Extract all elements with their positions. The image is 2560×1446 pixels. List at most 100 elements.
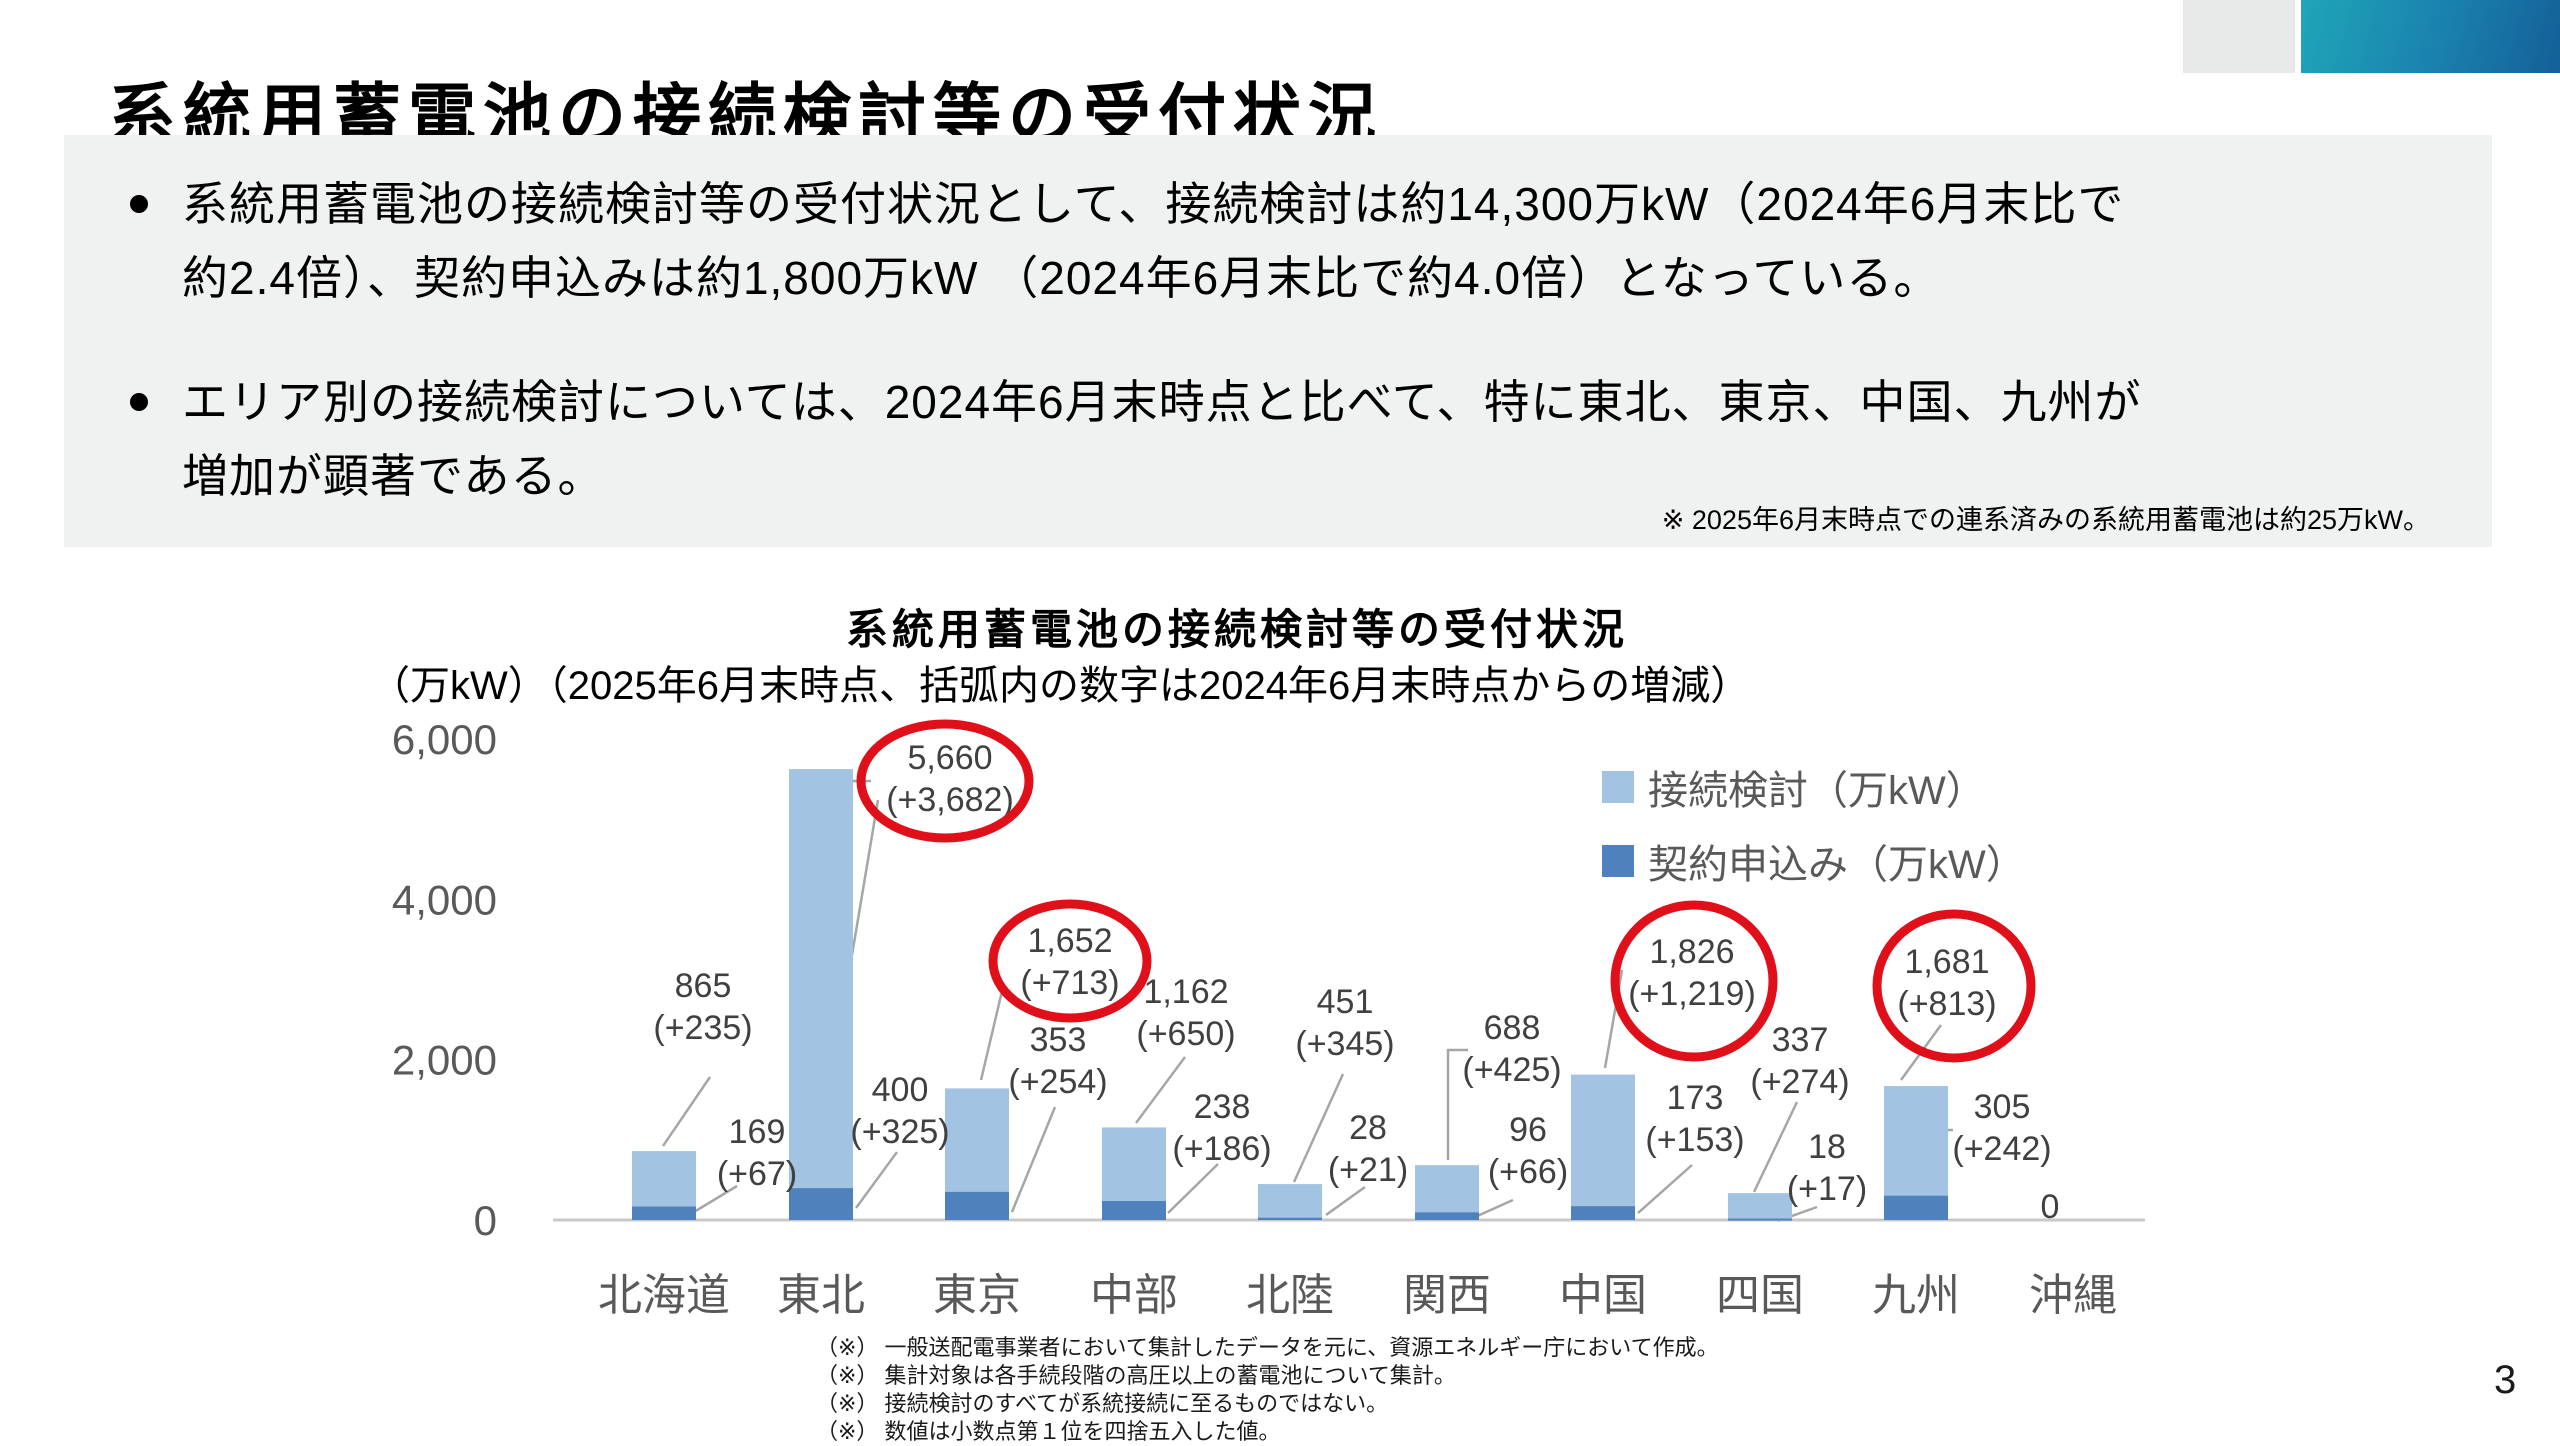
- data-label-study-delta-7: (+274): [1750, 1063, 1849, 1101]
- data-label-contract-delta-4: (+21): [1328, 1151, 1408, 1189]
- label-leader-line: [1637, 1164, 1693, 1214]
- bar-contract-application-8: [1884, 1195, 1948, 1220]
- highlight-circle-中国: [1610, 900, 1778, 1062]
- legend-label-study: 接続検討（万kW）: [1648, 769, 1986, 813]
- chart-title: 系統用蓄電池の接続検討等の受付状況: [845, 606, 1628, 653]
- data-label-contract-delta-8: (+242): [1952, 1130, 2051, 1168]
- label-leader-line: [850, 799, 880, 956]
- data-label-study-delta-3: (+650): [1136, 1015, 1235, 1053]
- legend-swatch-contract: [1602, 845, 1634, 877]
- data-label-study-delta-1: (+3,682): [886, 781, 1014, 819]
- bar-connection-study-4: [1258, 1184, 1322, 1220]
- header-decoration-gradient: [2301, 0, 2560, 73]
- x-axis-label-9: 沖縄: [2029, 1271, 2117, 1320]
- y-axis-label-2: 4,000: [392, 876, 497, 923]
- label-leader-line: [1446, 1048, 1468, 1160]
- data-label-contract-delta-5: (+66): [1488, 1153, 1568, 1191]
- footnote-3: （※） 接続検討のすべてが系統接続に至るものではない。: [816, 1391, 1389, 1416]
- connected-capacity-note: ※ 2025年6月末時点での連系済みの系統用蓄電池は約25万kW。: [1661, 505, 2430, 535]
- y-axis-label-3: 6,000: [392, 716, 497, 763]
- label-leader-line: [1292, 1073, 1345, 1183]
- bar-connection-study-5: [1415, 1165, 1479, 1220]
- data-label-study-delta-8: (+813): [1897, 985, 1996, 1023]
- footnote-2: （※） 集計対象は各手続段階の高圧以上の蓄電池について集計。: [816, 1363, 1456, 1388]
- data-label-study-8: 1,681: [1904, 943, 1989, 981]
- data-label-contract-2: 353: [1030, 1021, 1087, 1059]
- x-axis-label-3: 中部: [1090, 1271, 1178, 1320]
- header-decoration-gray: [2183, 0, 2295, 73]
- data-label-contract-4: 28: [1349, 1109, 1387, 1147]
- chart-legend: 接続検討（万kW） 契約申込み（万kW）: [1602, 758, 2026, 890]
- x-axis-label-0: 北海道: [598, 1271, 730, 1320]
- x-axis-label-2: 東京: [933, 1271, 1021, 1320]
- label-leader-line: [1010, 1106, 1057, 1213]
- bar-contract-application-4: [1258, 1217, 1322, 1220]
- bar-contract-application-1: [789, 1188, 853, 1220]
- data-label-study-6: 1,826: [1649, 933, 1734, 971]
- summary-bullet-2-line-2: 増加が顕著である。: [182, 450, 605, 502]
- summary-bullet-1-line-2: 約2.4倍）、契約申込みは約1,800万kW （2024年6月末比で約4.0倍）…: [182, 252, 1941, 304]
- summary-bullet-2-line-1: エリア別の接続検討については、2024年6月末時点と比べて、特に東北、東京、中国…: [182, 376, 2142, 428]
- bar-contract-application-5: [1415, 1212, 1479, 1220]
- data-label-study-3: 1,162: [1143, 973, 1228, 1011]
- bar-contract-application-7: [1728, 1218, 1792, 1221]
- footnotes: （※） 一般送配電事業者において集計したデータを元に、資源エネルギー庁において作…: [816, 1334, 1719, 1446]
- data-label-study-delta-5: (+425): [1462, 1051, 1561, 1089]
- bar-connection-study-1: [789, 769, 853, 1220]
- data-label-contract-delta-1: (+325): [850, 1113, 949, 1151]
- data-label-study-5: 688: [1484, 1009, 1541, 1047]
- data-label-contract-7: 18: [1808, 1128, 1846, 1166]
- x-axis-label-4: 北陸: [1246, 1271, 1334, 1320]
- data-label-study-1: 5,660: [907, 739, 992, 777]
- data-label-study-0: 865: [675, 967, 732, 1005]
- label-leader-line: [1325, 1185, 1366, 1217]
- highlight-circle-東京: [988, 899, 1152, 1023]
- y-axis-label-0: 0: [474, 1197, 497, 1244]
- summary-box: 系統用蓄電池の接続検討等の受付状況として、接続検討は約14,300万kW（202…: [64, 135, 2492, 547]
- label-leader-line: [1752, 1101, 1799, 1193]
- highlight-circle-東北: [856, 719, 1034, 843]
- data-label-study-delta-6: (+1,219): [1628, 975, 1756, 1013]
- chart-subtitle: （万kW）（2025年6月末時点、括弧内の数字は2024年6月末時点からの増減）: [370, 653, 1750, 711]
- label-leader-line: [854, 1151, 899, 1209]
- x-axis-label-5: 関西: [1403, 1271, 1491, 1320]
- data-label-contract-delta-6: (+153): [1645, 1121, 1744, 1159]
- data-label-contract-delta-3: (+186): [1172, 1130, 1271, 1168]
- data-label-contract-3: 238: [1194, 1088, 1251, 1126]
- data-label-study-delta-2: (+713): [1020, 964, 1119, 1002]
- legend-item-study: 接続検討（万kW）: [1602, 758, 2026, 816]
- x-axis-label-1: 東北: [777, 1271, 865, 1320]
- data-label-contract-8: 305: [1974, 1088, 2031, 1126]
- footnote-1: （※） 一般送配電事業者において集計したデータを元に、資源エネルギー庁において作…: [816, 1335, 1719, 1360]
- bar-contract-application-0: [632, 1206, 696, 1220]
- y-axis-label-1: 2,000: [392, 1037, 497, 1084]
- x-axis-label-7: 四国: [1716, 1271, 1804, 1320]
- summary-bullet-2: エリア別の接続検討については、2024年6月末時点と比べて、特に東北、東京、中国…: [126, 365, 2422, 513]
- chart-subtitle-text: （2025年6月末時点、括弧内の数字は2024年6月末時点からの増減）: [547, 664, 1751, 708]
- label-leader-line: [1474, 1198, 1514, 1219]
- data-label-contract-0: 169: [729, 1113, 786, 1151]
- legend-label-contract: 契約申込み（万kW）: [1648, 843, 2026, 887]
- label-leader-line: [693, 1184, 738, 1214]
- data-label-study-2: 1,652: [1027, 922, 1112, 960]
- data-label-study-delta-4: (+345): [1295, 1025, 1394, 1063]
- x-axis-label-6: 中国: [1559, 1271, 1647, 1320]
- data-label-contract-5: 96: [1509, 1111, 1547, 1149]
- label-leader-line: [1134, 1056, 1187, 1124]
- bar-contract-application-2: [945, 1191, 1009, 1220]
- label-leader-line: [979, 986, 1005, 1081]
- bar-contract-application-3: [1102, 1201, 1166, 1220]
- summary-bullet-1-line-1: 系統用蓄電池の接続検討等の受付状況として、接続検討は約14,300万kW（202…: [182, 178, 2125, 230]
- summary-bullet-1: 系統用蓄電池の接続検討等の受付状況として、接続検討は約14,300万kW（202…: [126, 167, 2422, 315]
- label-leader-line: [661, 1076, 712, 1147]
- x-axis-label-8: 九州: [1872, 1271, 1960, 1320]
- bar-connection-study-6: [1571, 1074, 1635, 1220]
- data-label-study-4: 451: [1317, 983, 1374, 1021]
- footnote-4: （※） 数値は小数点第１位を四捨五入した値。: [816, 1419, 1281, 1444]
- data-label-contract-delta-2: (+254): [1008, 1063, 1107, 1101]
- y-axis-unit-label: （万kW）: [370, 664, 548, 708]
- data-label-study-7: 337: [1772, 1021, 1829, 1059]
- label-leader-line: [1167, 1163, 1219, 1214]
- legend-item-contract: 契約申込み（万kW）: [1602, 832, 2026, 890]
